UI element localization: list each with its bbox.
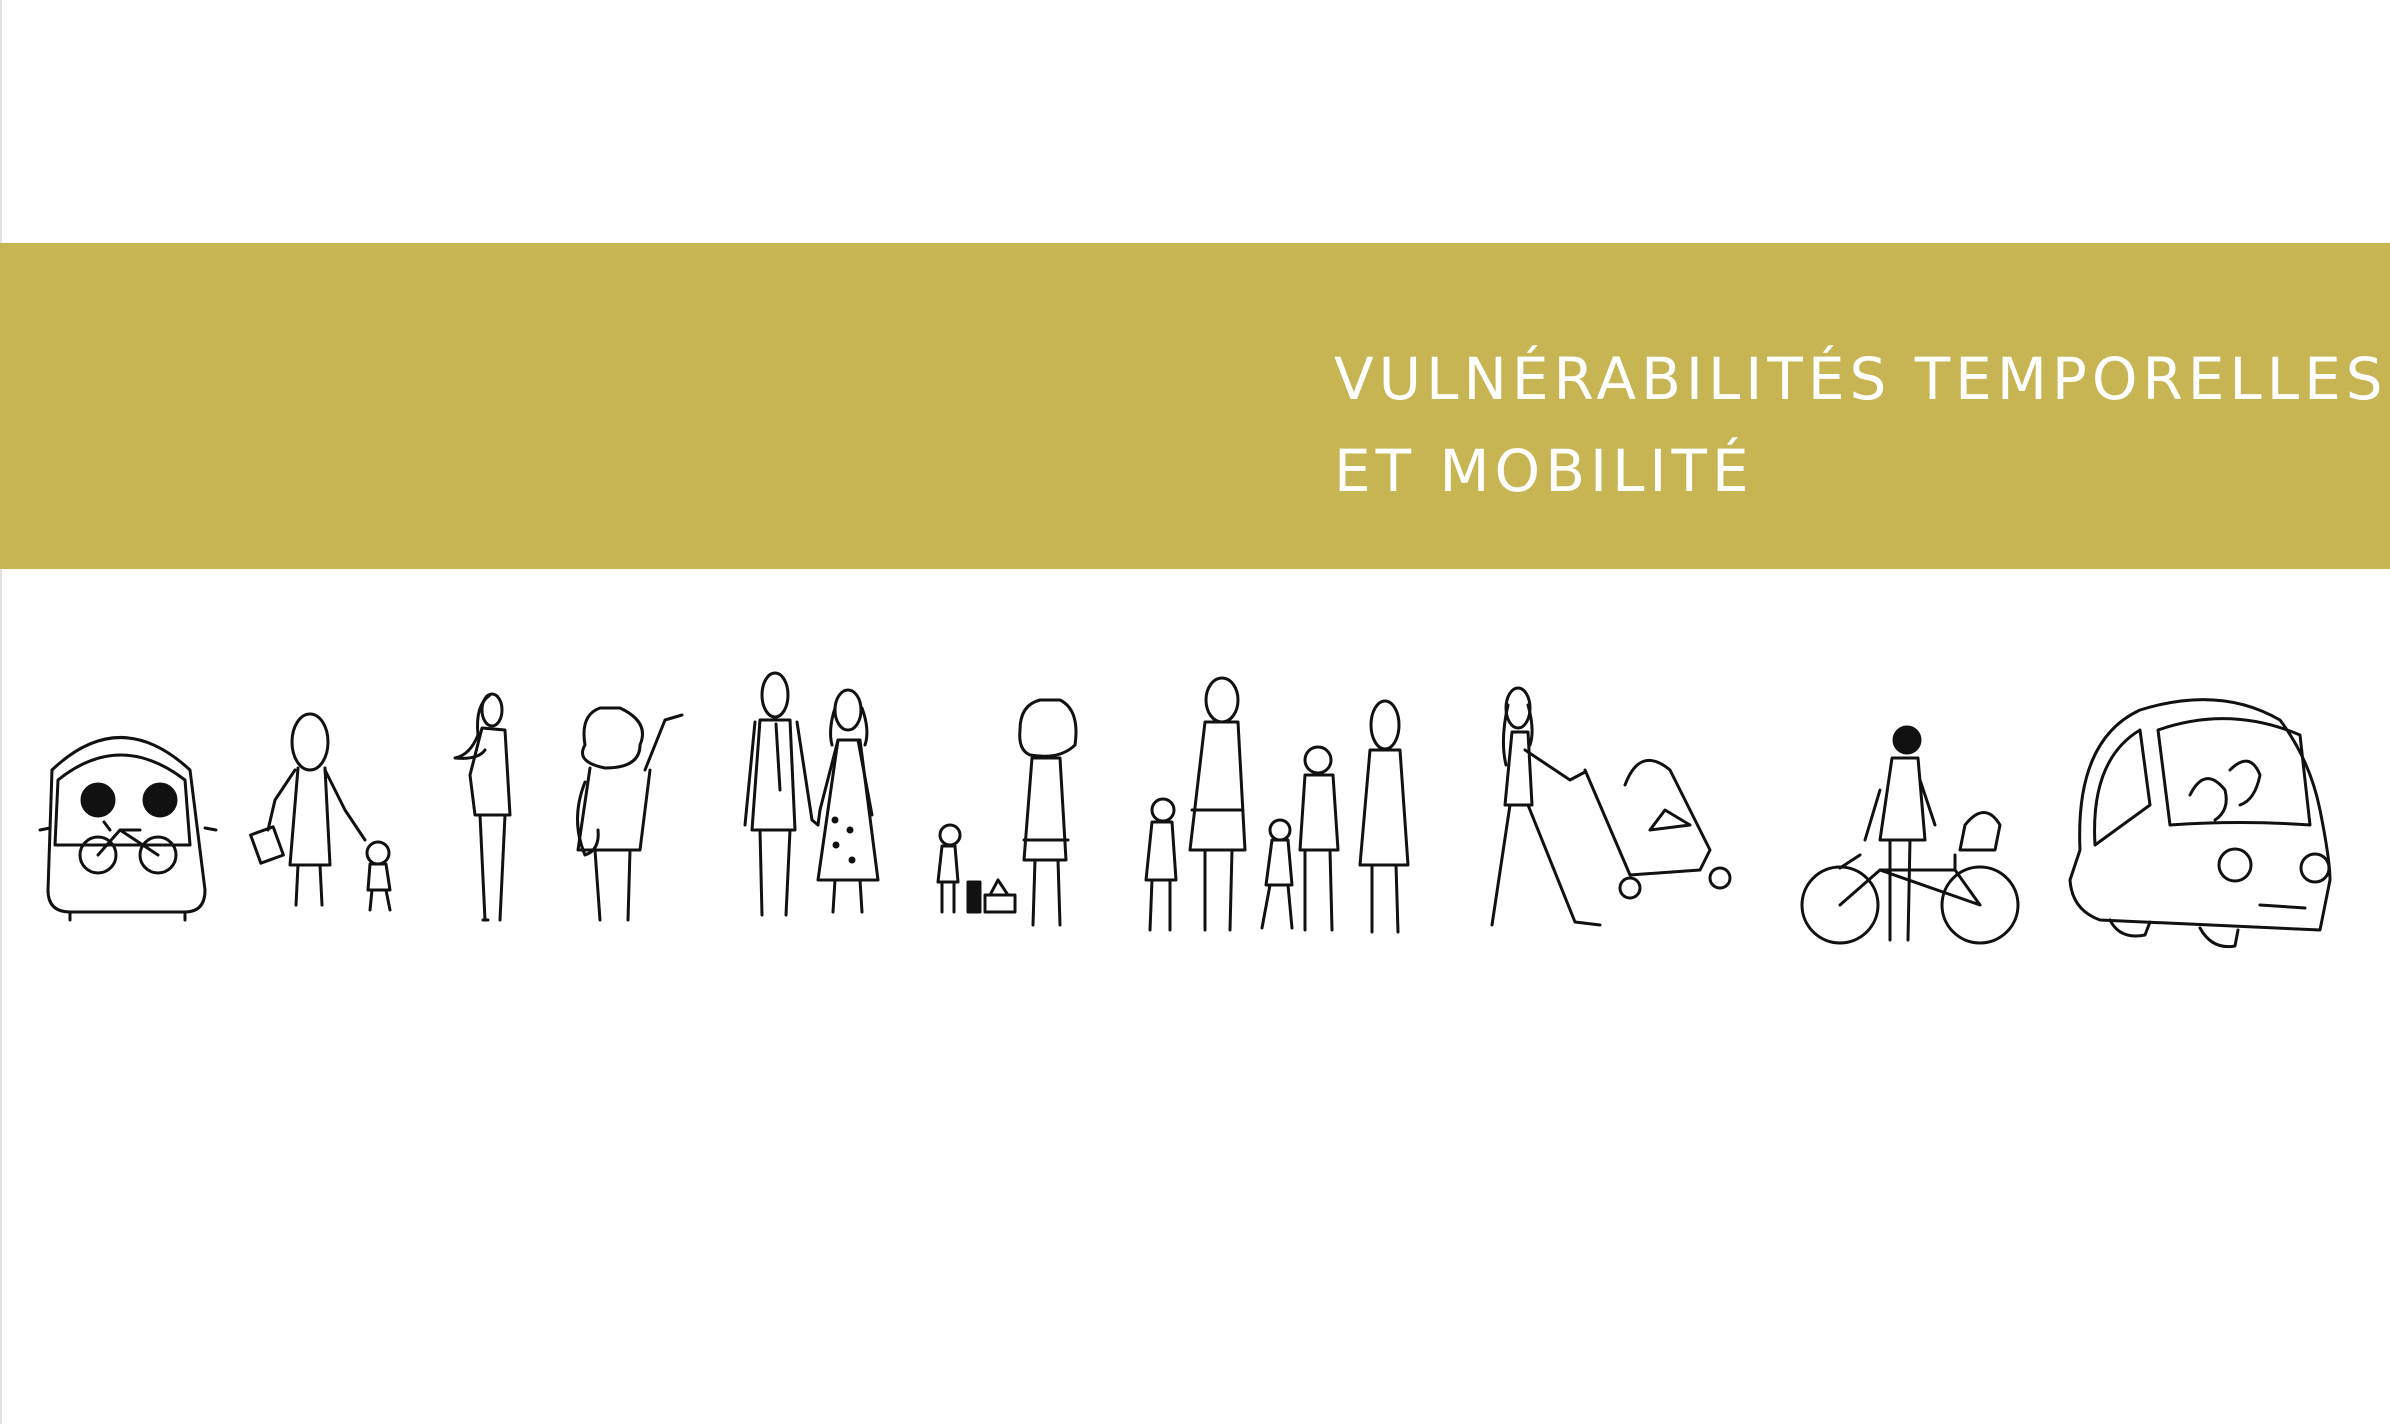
woman-holding-child-hand-icon <box>249 712 392 912</box>
title-line-2: ET MOBILITÉ <box>1334 437 1754 505</box>
page-edge-rule <box>0 0 2 1424</box>
couple-holding-hands-icon <box>743 671 880 917</box>
people-illustration <box>0 650 2390 970</box>
page-title: VULNÉRABILITÉS TEMPORELLES ET MOBILITÉ <box>1334 333 2388 517</box>
family-group-icon <box>1144 676 1410 934</box>
man-with-bicycle-child-seat-icon <box>1800 725 2020 945</box>
bus-with-bicycle-icon <box>38 736 218 922</box>
title-line-1: VULNÉRABILITÉS TEMPORELLES <box>1334 345 2388 413</box>
car-with-passengers-icon <box>2068 698 2332 949</box>
woman-standing-icon <box>453 692 512 922</box>
title-banner <box>0 243 2390 569</box>
person-waving-icon <box>576 706 684 922</box>
woman-with-child-and-bags-icon <box>936 698 1078 927</box>
woman-pushing-stroller-icon <box>1490 686 1732 927</box>
